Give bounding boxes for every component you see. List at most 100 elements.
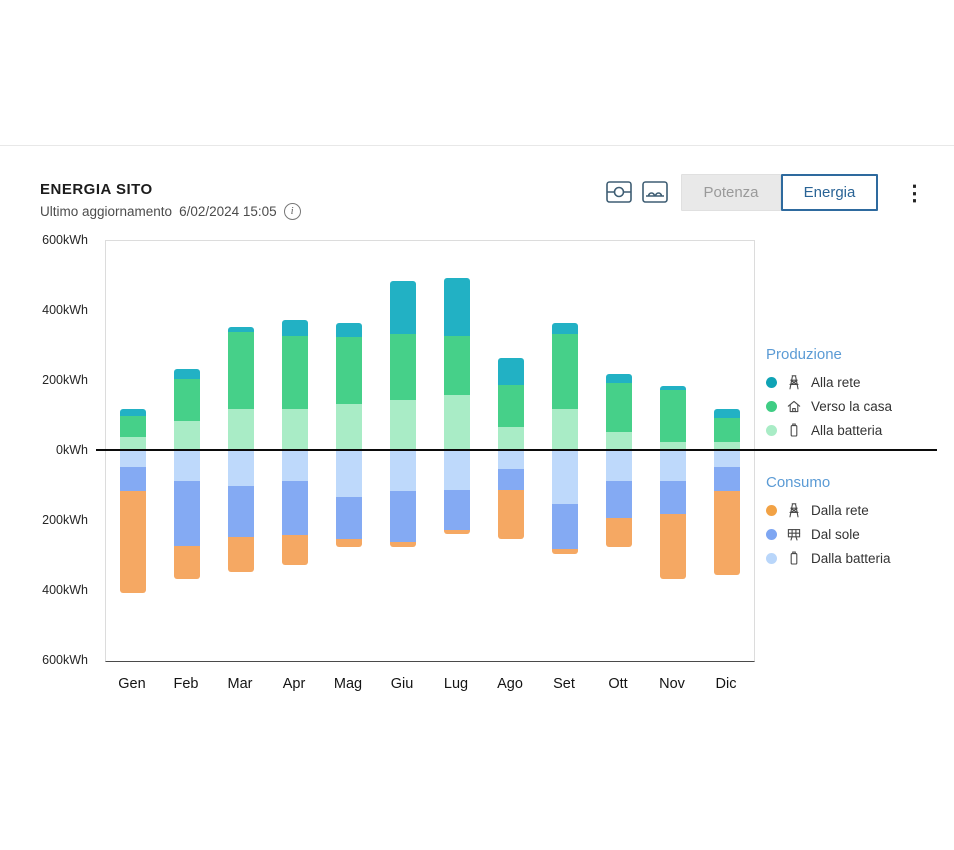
bar-segment-dalla-batteria: [444, 451, 470, 490]
bar-segment-dalla-rete: [120, 491, 146, 593]
x-tick-label: Dic: [715, 676, 737, 692]
bar-segment-alla-batteria: [336, 403, 362, 451]
kebab-menu-icon[interactable]: ⋮: [898, 175, 925, 211]
y-axis: 600kWh 400kWh 200kWh 0kWh 200kWh 400kWh 600kWh: [28, 233, 88, 667]
y-tick-label: 400kWh: [42, 303, 88, 317]
y-tick-label: 200kWh: [42, 373, 88, 387]
bar-segment-dalla-rete: [444, 529, 470, 534]
bar-segment-dalla-batteria: [498, 451, 524, 469]
bar-segment-alla-rete: [120, 409, 146, 416]
alla-rete-color-dot: [766, 376, 777, 388]
bar-segment-alla-rete: [444, 277, 470, 336]
bar-segment-dal-sole: [498, 468, 524, 490]
bar-segment-dal-sole: [120, 466, 146, 492]
bar-segment-alla-batteria: [282, 409, 308, 451]
bar-segment-alla-rete: [174, 368, 200, 380]
legend-item-dalla-batteria: Dalla batteria: [766, 546, 951, 570]
bar-segment-alla-rete: [552, 323, 578, 334]
bar-segment-alla-rete: [282, 319, 308, 336]
verso-la-casa-color-dot: [766, 400, 777, 412]
potenza-button[interactable]: Potenza: [681, 174, 781, 211]
plot-area: [105, 240, 755, 662]
bar-segment-verso-la-casa: [660, 389, 686, 443]
x-tick-label: Mag: [333, 676, 363, 692]
solar-panel-icon: [785, 525, 803, 543]
bar-segment-dalla-rete: [606, 517, 632, 548]
legend-label: Dal sole: [811, 526, 860, 542]
legend-label: Dalla batteria: [811, 550, 891, 566]
legend-label: Dalla rete: [811, 502, 869, 518]
bar-segment-verso-la-casa: [714, 417, 740, 443]
bar-segment-alla-batteria: [606, 431, 632, 451]
x-tick-label: Feb: [173, 676, 199, 692]
bar-segment-dalla-batteria: [228, 451, 254, 486]
bar-segment-dalla-batteria: [606, 451, 632, 481]
bar-segment-dalla-batteria: [660, 451, 686, 481]
bar-segment-verso-la-casa: [390, 333, 416, 401]
legend-item-alla-rete: Alla rete: [766, 370, 951, 394]
bar-segment-alla-batteria: [390, 400, 416, 451]
last-update-label: Ultimo aggiornamento: [40, 204, 173, 219]
bar-segment-alla-batteria: [660, 442, 686, 451]
bar-segment-verso-la-casa: [552, 333, 578, 409]
bar-segment-dal-sole: [552, 503, 578, 549]
bar-segment-alla-rete: [228, 326, 254, 332]
legend-produzione: Produzione Alla rete Verso la casa: [766, 346, 951, 442]
legend-produzione-title: Produzione: [766, 346, 842, 363]
legend-item-dal-sole: Dal sole: [766, 522, 951, 546]
x-tick-label: Ago: [497, 676, 523, 692]
y-tick-label: 200kWh: [42, 513, 88, 527]
bar-segment-verso-la-casa: [606, 382, 632, 432]
bar-segment-verso-la-casa: [228, 332, 254, 409]
bar-segment-alla-rete: [714, 409, 740, 418]
y-tick-label: 0kWh: [56, 443, 88, 457]
bar-segment-alla-batteria: [444, 395, 470, 451]
x-tick-label: Set: [553, 676, 575, 692]
bar-segment-dal-sole: [336, 496, 362, 539]
bar-segment-alla-batteria: [228, 409, 254, 451]
battery-icon: [785, 549, 803, 567]
bar-segment-alla-rete: [660, 386, 686, 390]
bar-segment-dalla-batteria: [336, 451, 362, 497]
bar-segment-verso-la-casa: [282, 335, 308, 409]
x-axis: Gen Feb Mar Apr Mag Giu Lug Ago Set Ott Nov Dic: [105, 676, 753, 698]
flow-view-button[interactable]: [605, 177, 637, 207]
x-tick-label: Gen: [118, 676, 146, 692]
legend-item-verso-la-casa: Verso la casa: [766, 394, 951, 418]
legend-item-alla-batteria: Alla batteria: [766, 418, 951, 442]
legend-label: Verso la casa: [811, 398, 893, 414]
bar-segment-dalla-rete: [498, 489, 524, 539]
bar-segment-verso-la-casa: [174, 379, 200, 422]
bar-segment-dalla-rete: [660, 514, 686, 579]
bar-segment-alla-rete: [498, 358, 524, 385]
dalla-batteria-color-dot: [766, 552, 777, 564]
last-update: Ultimo aggiornamento 6/02/2024 15:05 i: [40, 203, 301, 220]
energia-button[interactable]: Energia: [781, 174, 878, 211]
x-tick-label: Mar: [227, 676, 253, 692]
legend-consumo: Consumo Dalla rete Dal sole: [766, 474, 951, 570]
bar-segment-alla-rete: [606, 374, 632, 383]
legend-label: Alla batteria: [811, 422, 883, 438]
info-icon[interactable]: i: [283, 203, 301, 220]
bar-segment-alla-batteria: [120, 437, 146, 451]
pylon-icon: [785, 501, 803, 519]
bar-segment-dalla-batteria: [714, 451, 740, 467]
x-tick-label: Lug: [443, 676, 469, 692]
bar-segment-alla-batteria: [174, 421, 200, 451]
bar-segment-dalla-batteria: [390, 451, 416, 492]
balance-view-button[interactable]: [641, 177, 673, 207]
y-tick-label: 400kWh: [42, 583, 88, 597]
bar-segment-dal-sole: [444, 489, 470, 530]
dalla-rete-color-dot: [766, 504, 777, 516]
bar-segment-alla-batteria: [552, 409, 578, 451]
bar-segment-dalla-batteria: [120, 451, 146, 467]
zero-axis-line: [96, 449, 937, 451]
x-tick-label: Giu: [390, 676, 414, 692]
bar-segment-dal-sole: [174, 480, 200, 546]
bar-segment-dal-sole: [660, 480, 686, 514]
bar-segment-verso-la-casa: [120, 416, 146, 437]
legend-consumo-title: Consumo: [766, 474, 831, 491]
bar-segment-alla-batteria: [714, 442, 740, 451]
bar-segment-dalla-batteria: [552, 451, 578, 504]
